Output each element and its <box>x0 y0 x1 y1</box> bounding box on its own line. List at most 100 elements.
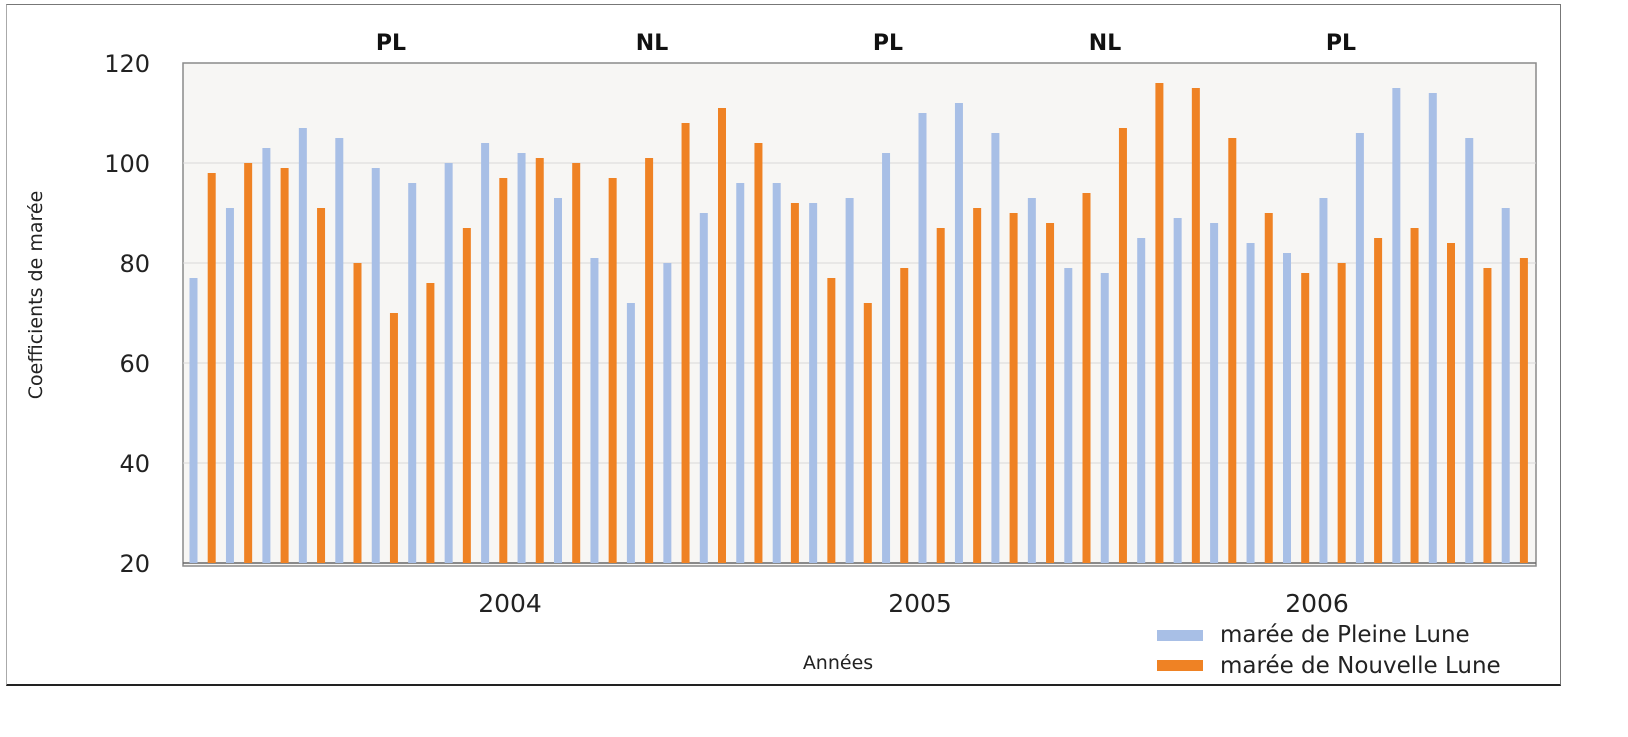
bar-pleine-lune <box>626 303 635 563</box>
bar-nouvelle-lune <box>863 303 872 563</box>
bar-nouvelle-lune <box>754 143 763 563</box>
bar-nouvelle-lune <box>207 173 216 563</box>
phase-label-pl: PL <box>1326 31 1356 56</box>
plot-area-background <box>182 62 1537 567</box>
legend-label-pleine-lune: marée de Pleine Lune <box>1220 622 1470 648</box>
bar-nouvelle-lune <box>244 163 253 563</box>
y-tick-120: 120 <box>104 50 150 78</box>
bar-nouvelle-lune <box>681 123 690 563</box>
y-tick-20: 20 <box>119 550 150 578</box>
bar-nouvelle-lune <box>1046 223 1055 563</box>
bar-pleine-lune <box>189 278 198 563</box>
bar-nouvelle-lune <box>608 178 617 563</box>
bar-nouvelle-lune <box>1264 213 1273 563</box>
bar-pleine-lune <box>298 128 307 563</box>
bar-pleine-lune <box>663 263 672 563</box>
phase-label-pl: PL <box>376 31 406 56</box>
bar-pleine-lune <box>1210 223 1219 563</box>
bar-nouvelle-lune <box>462 228 471 563</box>
year-labels: 2004 2005 2006 <box>478 589 1349 618</box>
bar-nouvelle-lune <box>1191 88 1200 563</box>
bar-nouvelle-lune <box>973 208 982 563</box>
bar-pleine-lune <box>1027 198 1036 563</box>
y-tick-80: 80 <box>119 250 150 278</box>
phase-label-nl: NL <box>1089 31 1121 56</box>
bar-pleine-lune <box>991 133 1000 563</box>
bar-nouvelle-lune <box>1301 273 1310 563</box>
legend-swatch-pleine-lune <box>1157 630 1203 641</box>
bar-pleine-lune <box>882 153 891 563</box>
bar-nouvelle-lune <box>426 283 435 563</box>
bar-nouvelle-lune <box>1410 228 1419 563</box>
bar-nouvelle-lune <box>1337 263 1346 563</box>
y-axis-title: Coefficients de marée <box>25 191 47 400</box>
bar-pleine-lune <box>809 203 818 563</box>
bar-nouvelle-lune <box>936 228 945 563</box>
bars <box>189 83 1528 563</box>
bar-pleine-lune <box>554 198 562 563</box>
bar-pleine-lune <box>918 113 927 563</box>
bar-nouvelle-lune <box>1155 83 1164 563</box>
y-tick-40: 40 <box>119 450 150 478</box>
bar-nouvelle-lune <box>572 163 581 563</box>
bar-nouvelle-lune <box>1483 268 1492 563</box>
bar-pleine-lune <box>954 103 963 563</box>
legend: marée de Pleine Lune marée de Nouvelle L… <box>1157 622 1501 679</box>
bar-pleine-lune <box>1355 133 1364 563</box>
legend-swatch-nouvelle-lune <box>1157 660 1203 671</box>
bar-nouvelle-lune <box>718 108 726 563</box>
bar-nouvelle-lune <box>353 263 362 563</box>
bar-pleine-lune <box>1137 238 1146 563</box>
bar-pleine-lune <box>225 208 234 563</box>
bar-nouvelle-lune <box>1228 138 1237 563</box>
bar-nouvelle-lune <box>389 313 398 563</box>
bar-nouvelle-lune <box>1374 238 1383 563</box>
bar-pleine-lune <box>1465 138 1474 563</box>
bar-pleine-lune <box>1428 93 1437 563</box>
bar-pleine-lune <box>1319 198 1328 563</box>
bar-pleine-lune <box>1064 268 1073 563</box>
bar-nouvelle-lune <box>827 278 836 563</box>
bar-pleine-lune <box>335 138 344 563</box>
bar-pleine-lune <box>736 183 745 563</box>
bar-nouvelle-lune <box>1118 128 1127 563</box>
year-label-2005: 2005 <box>888 589 952 618</box>
bar-pleine-lune <box>1392 88 1401 563</box>
bar-pleine-lune <box>1100 273 1109 563</box>
bar-pleine-lune <box>517 153 526 563</box>
legend-label-nouvelle-lune: marée de Nouvelle Lune <box>1220 653 1501 679</box>
bar-pleine-lune <box>699 213 708 563</box>
year-label-2004: 2004 <box>478 589 542 618</box>
bar-nouvelle-lune <box>499 178 508 563</box>
bar-nouvelle-lune <box>900 268 909 563</box>
bar-nouvelle-lune <box>535 158 544 563</box>
y-tick-60: 60 <box>119 350 150 378</box>
bar-pleine-lune <box>845 198 854 563</box>
bar-nouvelle-lune <box>645 158 654 563</box>
bar-pleine-lune <box>1246 243 1255 563</box>
bar-pleine-lune <box>262 148 271 563</box>
bar-nouvelle-lune <box>1082 193 1091 563</box>
bar-nouvelle-lune <box>1519 258 1528 563</box>
bar-pleine-lune <box>408 183 417 563</box>
bar-nouvelle-lune <box>790 203 799 563</box>
moon-phase-labels: PL NL PL NL PL <box>376 31 1356 56</box>
bar-pleine-lune <box>1501 208 1510 563</box>
bar-pleine-lune <box>772 183 781 563</box>
bar-pleine-lune <box>1173 218 1182 563</box>
bar-pleine-lune <box>444 163 453 563</box>
bar-nouvelle-lune <box>1009 213 1018 563</box>
chart-frame <box>6 4 1561 686</box>
bar-pleine-lune <box>371 168 380 563</box>
bar-nouvelle-lune <box>317 208 326 563</box>
y-tick-labels: 20 40 60 80 100 120 <box>104 50 150 578</box>
phase-label-nl: NL <box>636 31 668 56</box>
bar-pleine-lune <box>481 143 490 563</box>
x-axis-title: Années <box>803 652 873 674</box>
y-tick-100: 100 <box>104 150 150 178</box>
phase-label-pl: PL <box>873 31 903 56</box>
bar-nouvelle-lune <box>280 168 289 563</box>
bar-pleine-lune <box>590 258 599 563</box>
bar-pleine-lune <box>1283 253 1291 563</box>
